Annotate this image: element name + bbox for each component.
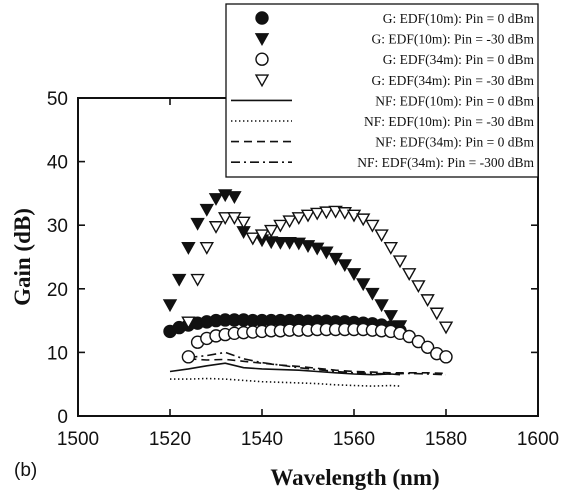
y-tick-label: 0 xyxy=(57,407,68,428)
data-point xyxy=(264,224,279,238)
x-axis-title: Wavelength (nm) xyxy=(270,465,439,490)
data-point xyxy=(337,259,352,273)
legend-label: NF: EDF(34m): Pin = 0 dBm xyxy=(375,135,534,150)
data-point xyxy=(282,236,297,250)
data-point xyxy=(199,203,214,217)
nf-lines xyxy=(169,351,447,387)
x-tick-label: 1520 xyxy=(149,429,191,450)
legend-label: NF: EDF(10m): Pin = 0 dBm xyxy=(375,93,534,108)
y-tick-label: 30 xyxy=(47,216,68,237)
legend-swatch-marker xyxy=(255,11,269,25)
x-tick-label: 1540 xyxy=(241,429,283,450)
data-point xyxy=(365,287,380,301)
data-point xyxy=(236,216,251,230)
data-point xyxy=(254,229,270,243)
x-tick-label: 1580 xyxy=(425,429,467,450)
data-point xyxy=(190,273,205,287)
x-tick-label: 1600 xyxy=(517,429,559,450)
data-point xyxy=(392,255,408,269)
legend: G: EDF(10m): Pin = 0 dBm G: EDF(10m): Pin… xyxy=(225,3,539,178)
gain-markers xyxy=(162,189,454,364)
data-point xyxy=(328,252,343,266)
data-point xyxy=(411,280,426,294)
data-point xyxy=(190,217,205,231)
data-point xyxy=(319,206,334,220)
data-point xyxy=(420,294,435,308)
legend-label: G: EDF(10m): Pin = -30 dBm xyxy=(372,32,535,47)
x-tick-label: 1560 xyxy=(333,429,375,450)
data-point xyxy=(227,191,242,204)
data-point xyxy=(245,232,260,246)
data-point xyxy=(181,316,196,330)
data-point xyxy=(162,299,178,313)
data-point xyxy=(282,215,297,229)
data-point xyxy=(181,350,196,364)
series-markers-1 xyxy=(162,189,408,334)
data-point xyxy=(374,229,389,243)
legend-swatch-marker xyxy=(254,74,270,88)
series-markers-3 xyxy=(181,205,454,335)
data-point xyxy=(420,340,435,355)
x-tick-label: 1500 xyxy=(57,429,99,450)
legend-swatch-marker xyxy=(254,33,270,47)
legend-swatch-marker xyxy=(255,52,269,66)
data-point xyxy=(439,350,453,364)
legend-label: NF: EDF(34m): Pin = -300 dBm xyxy=(357,155,534,170)
legend-label: NF: EDF(10m): Pin = -30 dBm xyxy=(364,114,535,129)
data-point xyxy=(429,307,444,321)
data-point xyxy=(438,321,454,335)
data-point xyxy=(310,207,325,221)
axis-ticks: 1500 1520 1540 1560 1580 1600 0 10 20 30 40 50 xyxy=(47,89,559,450)
legend-box xyxy=(225,3,539,178)
data-point xyxy=(356,278,371,292)
data-point xyxy=(392,320,408,334)
data-point xyxy=(181,242,196,255)
legend-label: G: EDF(34m): Pin = 0 dBm xyxy=(383,52,535,67)
data-point xyxy=(374,299,389,313)
data-point xyxy=(310,242,325,256)
y-tick-label: 40 xyxy=(47,153,68,174)
data-point xyxy=(402,268,417,281)
y-axis-title: Gain (dB) xyxy=(10,208,35,306)
data-point xyxy=(383,242,398,255)
series-markers-2 xyxy=(181,322,453,364)
data-point xyxy=(273,219,288,233)
data-point xyxy=(356,213,371,227)
data-point xyxy=(300,209,316,223)
data-point xyxy=(208,221,224,234)
data-point xyxy=(319,246,334,260)
data-point xyxy=(291,212,306,225)
y-tick-label: 50 xyxy=(47,89,68,110)
data-point xyxy=(218,212,233,225)
data-point xyxy=(199,242,214,255)
series-line-7 xyxy=(188,351,447,376)
y-tick-label: 10 xyxy=(47,343,68,364)
data-point xyxy=(365,219,380,233)
data-point xyxy=(328,205,343,219)
series-line-5 xyxy=(170,377,401,387)
data-point xyxy=(273,236,288,250)
data-point xyxy=(208,193,224,206)
data-point xyxy=(172,273,187,287)
data-point xyxy=(346,268,362,281)
legend-label: G: EDF(34m): Pin = -30 dBm xyxy=(372,73,535,88)
data-point xyxy=(346,209,362,223)
data-point xyxy=(383,310,398,323)
series-line-4 xyxy=(169,362,401,376)
legend-label: G: EDF(10m): Pin = 0 dBm xyxy=(383,11,535,26)
y-tick-label: 20 xyxy=(47,280,68,301)
panel-label: (b) xyxy=(14,460,37,481)
